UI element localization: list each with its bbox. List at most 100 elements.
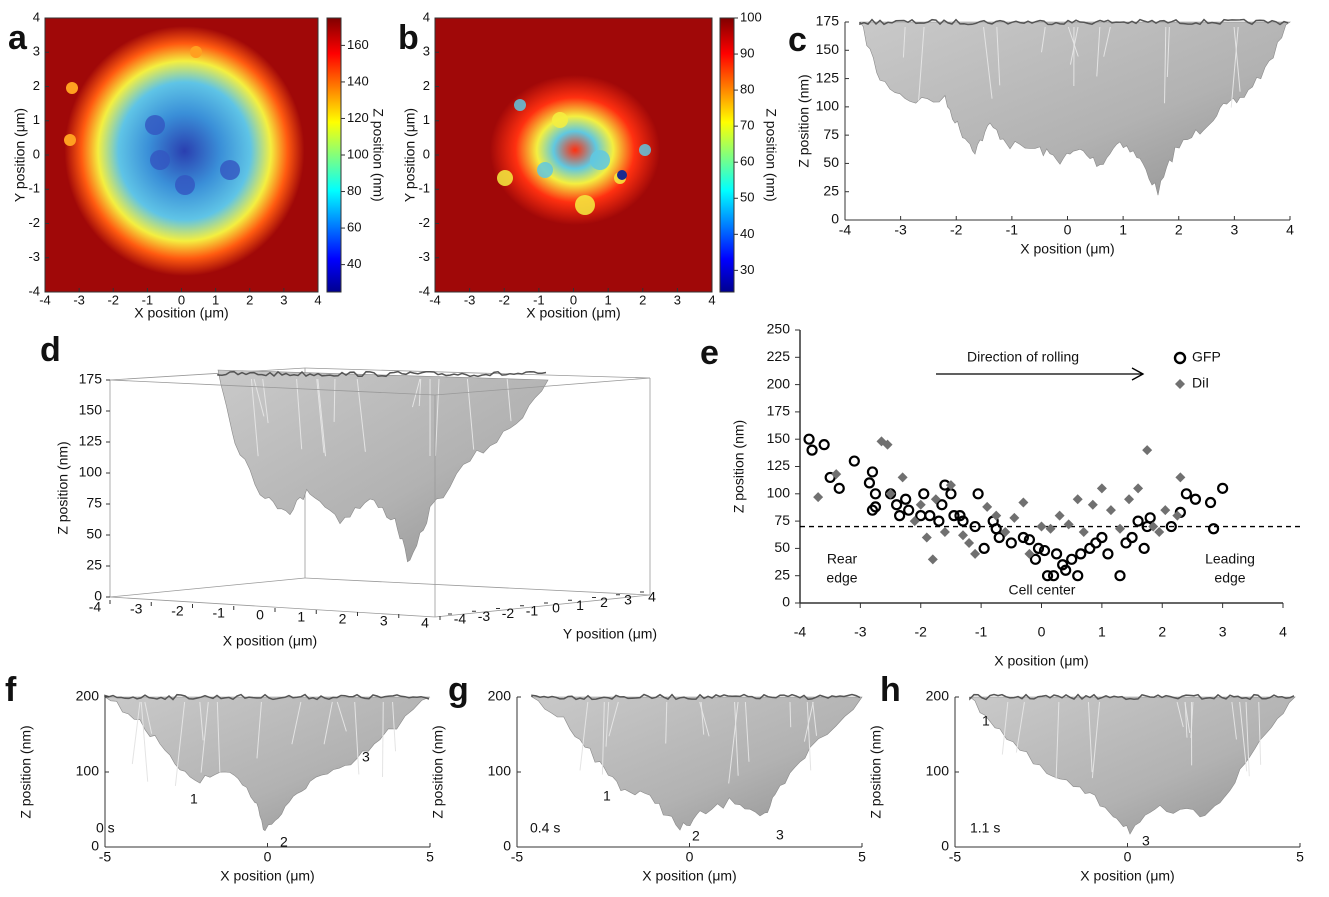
y-tick-label: -2 xyxy=(502,605,515,621)
z-tick-label: 75 xyxy=(823,126,839,142)
heatmap-blob xyxy=(590,150,610,170)
heatmap-blob xyxy=(150,150,170,170)
gfp-point xyxy=(924,510,936,522)
x-tick-label: 3 xyxy=(674,292,681,307)
x-tick-label: 1 xyxy=(1098,624,1106,640)
y-tick-label: 25 xyxy=(774,566,790,582)
surface-ridge xyxy=(1067,26,1079,57)
z-axis-label: Z position (nm) xyxy=(18,725,34,818)
y-tick-label: 2 xyxy=(33,78,40,93)
x-tick-label: -2 xyxy=(950,222,963,238)
gfp-point xyxy=(1005,537,1017,549)
box-edge xyxy=(304,577,651,596)
dil-point xyxy=(970,548,981,559)
x-tick-label: 3 xyxy=(1219,624,1227,640)
z-tick-label: 100 xyxy=(816,98,840,114)
z-tick-label: 25 xyxy=(823,182,839,198)
z-tick-label: 100 xyxy=(79,464,103,480)
surface-ridge xyxy=(466,378,475,450)
box-edge xyxy=(304,367,651,379)
gfp-point xyxy=(1032,542,1045,555)
y-tick-label: 50 xyxy=(774,539,790,555)
gfp-point xyxy=(806,444,818,456)
y-tick-label: 0 xyxy=(552,600,560,616)
x-tick-label: 4 xyxy=(708,292,715,307)
surface-rim xyxy=(531,693,861,701)
colorbar-tick-label: 40 xyxy=(347,256,361,271)
x-tick-label: -4 xyxy=(39,292,51,307)
surface-rim xyxy=(969,693,1295,701)
gfp-point xyxy=(900,493,912,505)
heatmap-blob xyxy=(575,195,595,215)
x-tick-label: -5 xyxy=(511,849,524,865)
surface-ridge xyxy=(1239,701,1248,772)
dil-point xyxy=(1142,445,1153,456)
dil-point xyxy=(897,472,908,483)
surface-ridge xyxy=(354,701,360,775)
x-tick-label: 4 xyxy=(314,292,321,307)
surface-ridge xyxy=(199,701,204,741)
feature-number: 1 xyxy=(982,713,990,729)
surface-ridge xyxy=(253,378,265,417)
legend-marker xyxy=(1175,379,1185,389)
dil-point xyxy=(1078,527,1089,538)
z-tick-label: 175 xyxy=(816,13,840,29)
y-axis-label: Y position (μm) xyxy=(402,108,418,202)
y-tick-label: -4 xyxy=(418,283,430,298)
x-tick-label: 0 xyxy=(178,292,185,307)
surface-ridge xyxy=(605,701,610,747)
gfp-point xyxy=(866,466,879,478)
colorbar-tick-label: 60 xyxy=(347,220,361,235)
x-axis-label: X position (μm) xyxy=(134,305,228,321)
surface-ridge xyxy=(131,701,141,765)
gfp-point xyxy=(972,488,984,500)
colorbar-tick-label: 40 xyxy=(740,226,754,241)
feature-number: 3 xyxy=(1142,833,1150,849)
dil-point xyxy=(930,494,941,505)
dil-point xyxy=(1154,527,1165,538)
x-tick-label: 3 xyxy=(1230,222,1238,238)
colorbar-tick-label: 140 xyxy=(347,73,369,88)
dil-point xyxy=(915,499,926,510)
dil-point xyxy=(1024,548,1035,559)
y-axis-label: Z position (nm) xyxy=(731,420,747,513)
y-tick-label: -3 xyxy=(418,249,430,264)
colorbar-tick-label: 50 xyxy=(740,190,754,205)
dil-point xyxy=(1096,483,1107,494)
y-tick-label: 75 xyxy=(774,512,790,528)
dil-point xyxy=(1133,483,1144,494)
surface-ridge xyxy=(744,701,750,762)
surface-ridge xyxy=(806,701,812,771)
x-tick-label: 2 xyxy=(246,292,253,307)
surface-ridge xyxy=(579,701,589,771)
surface-plot xyxy=(969,693,1296,835)
x-tick-label: -3 xyxy=(73,292,85,307)
colorbar xyxy=(719,17,735,293)
x-tick-label: 3 xyxy=(280,292,287,307)
dil-point xyxy=(945,480,956,491)
y-tick-label: 3 xyxy=(624,591,632,607)
annotation: Leading xyxy=(1205,551,1255,567)
x-tick-label: 4 xyxy=(421,615,429,631)
colorbar-tick-label: 100 xyxy=(740,9,762,24)
y-tick-label: -2 xyxy=(418,215,430,230)
heatmap-blob xyxy=(190,46,202,58)
z-tick-label: 0 xyxy=(94,588,102,604)
dil-point xyxy=(1148,521,1159,532)
dil-point xyxy=(1124,494,1135,505)
y-tick-label: 250 xyxy=(767,321,791,337)
heatmap-image xyxy=(64,26,305,276)
x-axis-label: X position (μm) xyxy=(1080,868,1174,884)
y-tick-label: 2 xyxy=(423,78,430,93)
gfp-point xyxy=(978,542,990,555)
x-tick-label: -5 xyxy=(99,849,112,865)
surface-plot xyxy=(859,18,1291,196)
surface-ridge xyxy=(983,26,993,99)
colorbar-tick-label: 70 xyxy=(740,118,754,133)
y-tick-label: 4 xyxy=(33,9,40,24)
gfp-point xyxy=(1060,564,1072,576)
x-tick-label: 3 xyxy=(380,613,388,629)
x-tick-label: -4 xyxy=(89,599,102,615)
dil-point xyxy=(1072,494,1083,505)
dil-point xyxy=(1036,521,1047,532)
